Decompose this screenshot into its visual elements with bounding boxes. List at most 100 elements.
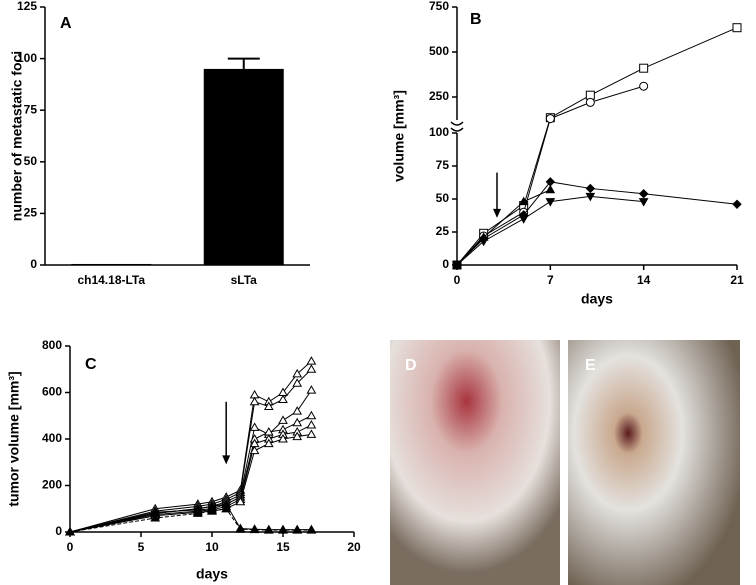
marker [292,406,303,415]
x-tick-label: 5 [138,540,145,554]
x-tick-label: 14 [637,273,651,287]
marker [478,232,489,241]
x-tick-label: 7 [547,273,554,287]
arrow-head [493,208,501,218]
marker [292,525,303,534]
y-tick-label: 600 [42,385,62,399]
y-tick-label: 100 [429,125,449,139]
marker [292,431,303,441]
series-line [69,503,312,533]
y-tick-label: 25 [436,224,450,238]
marker [518,196,529,206]
y-tick-label: 400 [42,431,62,445]
marker [545,114,555,124]
axis-break [450,121,464,132]
y-tick-label: 50 [436,191,450,205]
marker [278,415,288,424]
marker [585,97,595,107]
series-line [456,189,551,266]
arrow-head [222,455,231,465]
marker [518,215,529,224]
y-tick-label: 125 [17,0,37,13]
marker [192,508,203,517]
x-axis-label: days [196,566,228,582]
bar [203,68,284,265]
marker [249,422,260,431]
marker [249,396,260,406]
marker [585,183,596,194]
panel-label: B [470,11,482,28]
marker [306,429,317,438]
panel-label: D [405,357,417,374]
y-tick-label: 100 [17,51,37,65]
marker [545,198,556,207]
marker [306,385,317,394]
y-tick-label: 250 [429,89,449,103]
y-tick-label: 50 [24,154,38,168]
marker [306,420,317,429]
x-tick-label: sLTa [231,273,258,287]
x-axis-label: days [581,291,613,307]
marker [263,438,274,448]
x-tick-label: 21 [730,273,744,287]
y-tick-label: 25 [24,206,38,220]
photo-e [568,340,740,585]
marker [278,433,288,443]
series-line [69,508,312,533]
y-tick-label: 500 [429,44,449,58]
y-tick-label: 75 [436,158,450,172]
marker [639,63,649,73]
marker [732,23,742,33]
marker [638,198,649,207]
marker [292,368,303,378]
marker [292,378,303,387]
marker [249,389,260,399]
y-tick-label: 800 [42,338,62,352]
marker [263,525,274,534]
x-tick-label: 20 [347,540,361,554]
marker [306,410,317,420]
x-tick-label: 10 [205,540,219,554]
marker [249,524,260,534]
marker [278,525,288,534]
x-tick-label: ch14.18-LTa [77,273,145,287]
marker [150,513,161,522]
marker [732,199,742,209]
marker [207,506,217,515]
series-line [456,195,644,266]
series-line [69,433,312,533]
y-tick-label: 0 [442,257,449,271]
x-tick-label: 0 [454,273,461,287]
marker [306,364,317,373]
y-tick-label: 750 [429,0,449,13]
error-bar [227,57,260,69]
marker [585,192,596,202]
marker [235,524,246,533]
marker [235,496,246,506]
photo-d [390,340,560,585]
series-line [69,360,312,533]
marker [545,184,556,194]
y-axis-label: tumor volume [mm³] [6,371,22,506]
marker [65,526,75,536]
marker [263,401,274,410]
marker [638,189,649,199]
marker [639,81,649,91]
marker [452,259,462,269]
x-tick-label: 0 [67,540,74,554]
x-tick-label: 15 [276,540,290,554]
panel-label: C [85,356,97,373]
y-tick-label: 0 [30,257,37,271]
marker [249,445,260,455]
series-line [456,85,644,266]
y-tick-label: 75 [24,102,38,116]
marker [221,503,232,513]
marker [306,525,317,534]
y-axis-label: volume [mm³] [391,90,407,182]
marker [292,417,303,427]
bar [71,263,152,265]
marker [278,394,288,403]
panel-label: A [60,15,72,32]
y-tick-label: 200 [42,478,62,492]
